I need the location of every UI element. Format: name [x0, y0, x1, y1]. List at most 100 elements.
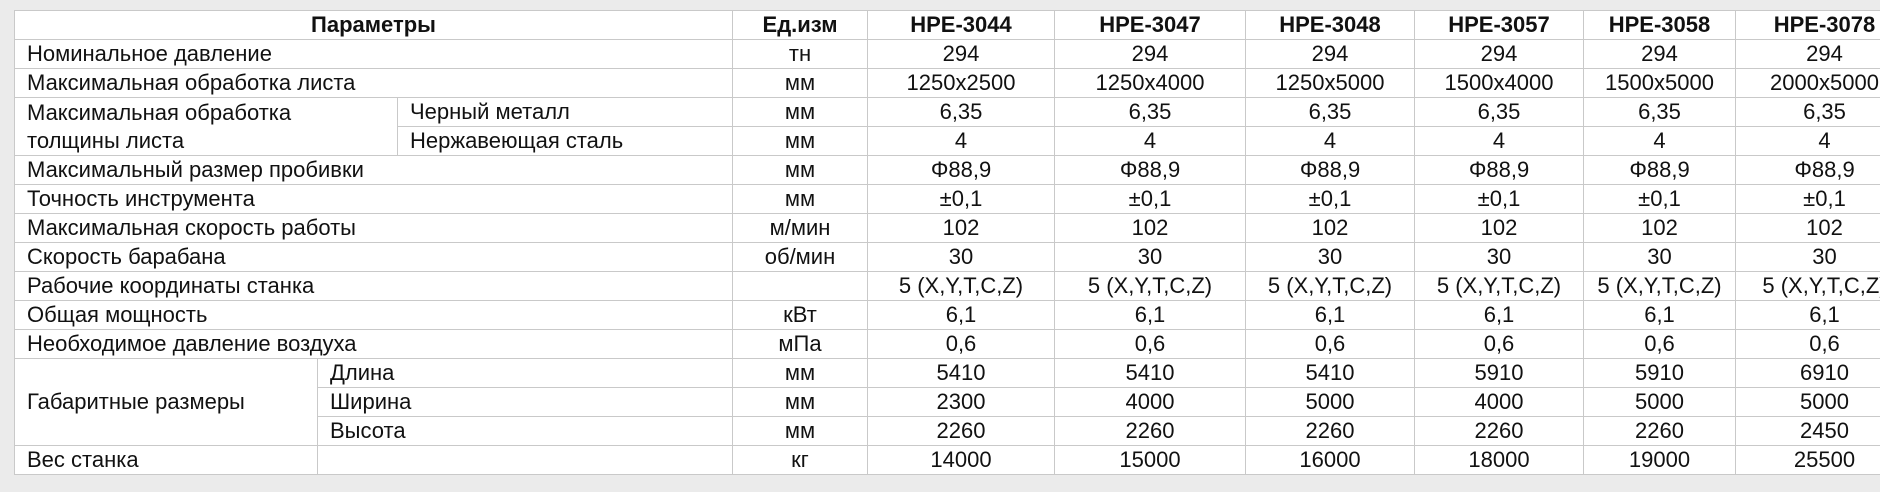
value-cell: Φ88,9 [1245, 155, 1415, 185]
value-cell: ±0,1 [1054, 184, 1246, 214]
value-cell: 14000 [867, 445, 1055, 475]
value-cell: 4000 [1054, 387, 1246, 417]
value-cell: 2260 [1245, 416, 1415, 446]
empty-cell [317, 445, 733, 475]
value-cell: Φ88,9 [1735, 155, 1880, 185]
value-cell: 4 [1414, 126, 1584, 156]
unit-cell: мм [732, 358, 868, 388]
value-cell: 5910 [1414, 358, 1584, 388]
unit-cell: мм [732, 155, 868, 185]
value-cell: 4 [867, 126, 1055, 156]
value-cell: 6,1 [867, 300, 1055, 330]
table-row: Вес станка кг 14000 15000 16000 18000 19000 255… [14, 445, 1880, 475]
value-cell: 6,1 [1735, 300, 1880, 330]
value-cell: 1250x2500 [867, 68, 1055, 98]
unit-cell [732, 271, 868, 301]
value-cell: 5 (X,Y,T,C,Z) [1583, 271, 1736, 301]
value-cell: ±0,1 [1245, 184, 1415, 214]
param-label: Максимальная обработка листа [14, 68, 733, 98]
value-cell: 294 [1583, 39, 1736, 69]
param-label: Номинальное давление [14, 39, 733, 69]
value-cell: 5910 [1583, 358, 1736, 388]
value-cell: 5 (X,Y,T,C,Z) [1054, 271, 1246, 301]
table-row: Габаритные размеры Длина мм 5410 5410 5410 591… [14, 358, 1880, 446]
unit-cell: мПа [732, 329, 868, 359]
header-params: Параметры [14, 10, 733, 40]
unit-cell: мм [732, 184, 868, 214]
table-row: Скорость барабана об/мин 30 30 30 30 30 30 [14, 242, 1880, 272]
unit-cell: кВт [732, 300, 868, 330]
value-cell: 16000 [1245, 445, 1415, 475]
spec-table: Параметры Ед.изм HPE-3044 HPE-3047 HPE-3… [14, 10, 1880, 475]
value-cell: 5 (X,Y,T,C,Z) [1245, 271, 1415, 301]
value-cell: 6,35 [1245, 97, 1415, 127]
param-label-group: Максимальная обработка толщины листа [14, 97, 398, 156]
header-row: Параметры Ед.изм HPE-3044 HPE-3047 HPE-3… [14, 10, 1880, 40]
table-row: Нержавеющая сталь мм 4 4 4 4 4 4 [15, 126, 1880, 156]
value-cell: ±0,1 [1735, 184, 1880, 214]
value-cell: 294 [1054, 39, 1246, 69]
value-cell: 294 [1735, 39, 1880, 69]
value-cell: 4 [1735, 126, 1880, 156]
table-row: Высота мм 2260 2260 2260 2260 2260 2450 [15, 416, 1880, 446]
value-cell: 294 [867, 39, 1055, 69]
header-model: HPE-3058 [1583, 10, 1736, 40]
value-cell: 5410 [867, 358, 1055, 388]
sub-param-label: Длина [317, 358, 733, 388]
unit-cell: кг [732, 445, 868, 475]
value-cell: 0,6 [1245, 329, 1415, 359]
value-cell: 15000 [1054, 445, 1246, 475]
unit-cell: об/мин [732, 242, 868, 272]
value-cell: 18000 [1414, 445, 1584, 475]
value-cell: 102 [1054, 213, 1246, 243]
sub-param-label: Нержавеющая сталь [397, 126, 733, 156]
param-label: Максимальный размер пробивки [14, 155, 733, 185]
unit-cell: мм [732, 68, 868, 98]
value-cell: 6910 [1735, 358, 1880, 388]
table-row: Точность инструмента мм ±0,1 ±0,1 ±0,1 ±0,1 ±0… [14, 184, 1880, 214]
table-row: Максимальный размер пробивки мм Φ88,9 Φ88,9… [14, 155, 1880, 185]
value-cell: 2260 [1054, 416, 1246, 446]
value-cell: 30 [867, 242, 1055, 272]
value-cell: 30 [1583, 242, 1736, 272]
value-cell: 2260 [1414, 416, 1584, 446]
value-cell: 5000 [1735, 387, 1880, 417]
value-cell: 102 [867, 213, 1055, 243]
value-cell: 6,1 [1245, 300, 1415, 330]
value-cell: 0,6 [1054, 329, 1246, 359]
table-row: Максимальная обработка толщины листа Черны… [14, 97, 1880, 156]
value-cell: ±0,1 [867, 184, 1055, 214]
value-cell: 102 [1583, 213, 1736, 243]
table-row: Номинальное давление тн 294 294 294 294 294 294 [14, 39, 1880, 69]
header-model: HPE-3078 [1735, 10, 1880, 40]
table-row: Общая мощность кВт 6,1 6,1 6,1 6,1 6,1 6,1 [14, 300, 1880, 330]
param-label-group: Габаритные размеры [14, 358, 318, 446]
value-cell: ±0,1 [1414, 184, 1584, 214]
param-label: Скорость барабана [14, 242, 733, 272]
param-label: Рабочие координаты станка [14, 271, 733, 301]
value-cell: 1500x4000 [1414, 68, 1584, 98]
value-cell: 5000 [1583, 387, 1736, 417]
header-model: HPE-3047 [1054, 10, 1246, 40]
value-cell: 294 [1245, 39, 1415, 69]
value-cell: 0,6 [1583, 329, 1736, 359]
value-cell: 5 (X,Y,T,C,Z) [1414, 271, 1584, 301]
value-cell: 2260 [867, 416, 1055, 446]
header-model: HPE-3048 [1245, 10, 1415, 40]
value-cell: 4 [1245, 126, 1415, 156]
value-cell: 5 (X,Y,T,C,Z) [1735, 271, 1880, 301]
value-cell: 30 [1735, 242, 1880, 272]
value-cell: 1250x4000 [1054, 68, 1246, 98]
table-row: Рабочие координаты станка 5 (X,Y,T,C,Z) 5 … [14, 271, 1880, 301]
value-cell: 6,1 [1414, 300, 1584, 330]
value-cell: Φ88,9 [867, 155, 1055, 185]
value-cell: 6,1 [1583, 300, 1736, 330]
value-cell: 30 [1054, 242, 1246, 272]
value-cell: Φ88,9 [1583, 155, 1736, 185]
value-cell: 2260 [1583, 416, 1736, 446]
unit-cell: мм [732, 416, 868, 446]
value-cell: 19000 [1583, 445, 1736, 475]
unit-cell: мм [732, 97, 868, 127]
value-cell: 102 [1414, 213, 1584, 243]
sub-param-label: Ширина [317, 387, 733, 417]
